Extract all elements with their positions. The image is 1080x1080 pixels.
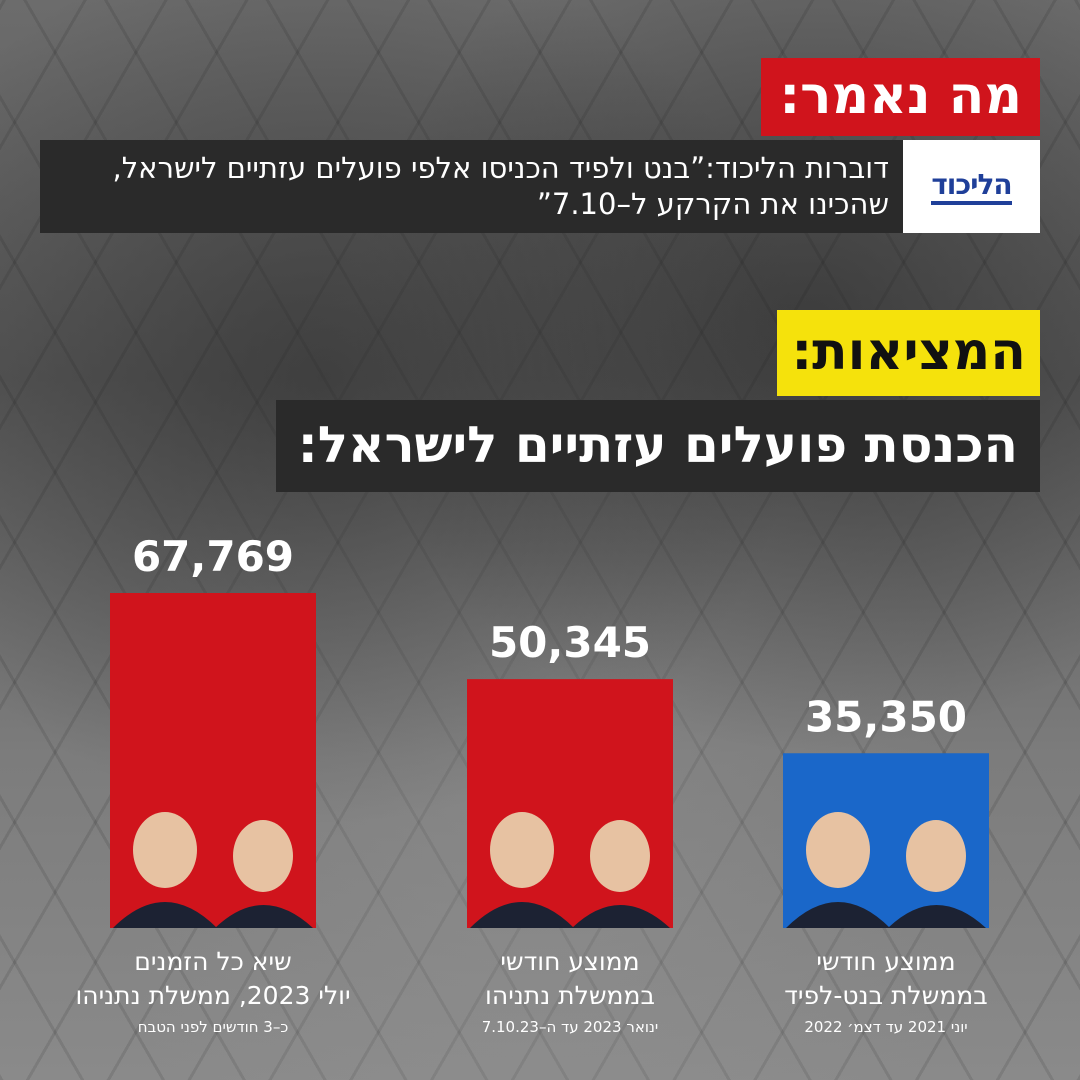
category-label-line1-3: ממוצע חודשי	[816, 947, 955, 976]
category-sublabel-3: יוני 2021 עד דצמ׳ 2022	[804, 1018, 967, 1036]
chart-headline: הכנסת פועלים עזתיים לישראל:	[275, 400, 1040, 492]
portrait-left-body	[470, 902, 574, 928]
portrait-right-body	[888, 905, 986, 928]
claim-box: הליכוד דוברות הליכוד:”בנט ולפיד הכניסו א…	[40, 140, 1040, 233]
portrait-right-head	[906, 820, 966, 892]
likud-logo-text: הליכוד	[931, 168, 1013, 205]
portrait-right-body	[215, 905, 313, 928]
portrait-right-body	[572, 905, 670, 928]
value-label-1: 67,769	[132, 532, 294, 581]
category-label-line1-1: שיא כל הזמנים	[134, 947, 292, 976]
portrait-left-head	[490, 812, 554, 888]
likud-logo: הליכוד	[903, 140, 1040, 233]
category-label-line2-2: בממשלת נתניהו	[485, 981, 655, 1010]
category-label-line2-3: בממשלת בנט-לפיד	[784, 981, 987, 1010]
reality-tag: המציאות:	[777, 310, 1040, 396]
claim-quote: דוברות הליכוד:”בנט ולפיד הכניסו אלפי פוע…	[112, 151, 889, 221]
value-label-3: 35,350	[805, 692, 967, 741]
category-sublabel-1: כ–3 חודשים לפני הטבח	[138, 1018, 289, 1036]
category-sublabel-2: ינואר 2023 עד ה–7.10.23	[482, 1018, 659, 1036]
portrait-right-head	[590, 820, 650, 892]
category-label-line1-2: ממוצע חודשי	[500, 947, 639, 976]
portrait-right-head	[233, 820, 293, 892]
what-was-said-tag: מה נאמר:	[761, 58, 1040, 136]
portrait-left-body	[113, 902, 217, 928]
bar-2	[467, 679, 673, 928]
portrait-left-head	[133, 812, 197, 888]
portrait-left-head	[806, 812, 870, 888]
value-label-2: 50,345	[489, 618, 651, 667]
category-label-line2-1: יולי 2023, ממשלת נתניהו	[75, 981, 350, 1010]
portrait-left-body	[786, 902, 890, 928]
